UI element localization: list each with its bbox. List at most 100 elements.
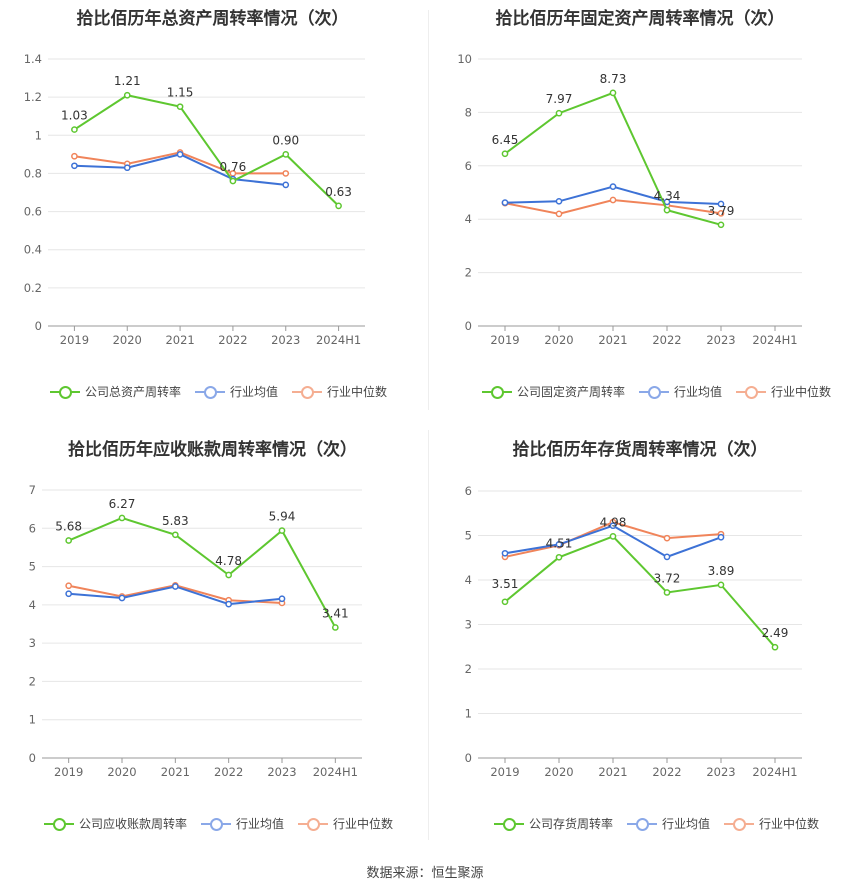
data-point-avg[interactable] <box>171 583 179 590</box>
data-point-avg[interactable] <box>123 164 131 172</box>
legend-swatch-avg <box>627 817 658 831</box>
data-point-company[interactable] <box>65 537 73 544</box>
data-point-company[interactable] <box>555 109 563 117</box>
y-tick-label: 8 <box>465 105 472 119</box>
legend-item-company[interactable]: 公司固定资产周转率 <box>482 383 625 400</box>
x-tick-label: 2021 <box>598 333 627 347</box>
x-tick-label: 2019 <box>490 333 519 347</box>
data-point-avg[interactable] <box>71 162 78 170</box>
data-point-company[interactable] <box>663 589 671 596</box>
legend-item-avg[interactable]: 行业均值 <box>639 383 722 400</box>
data-point-company[interactable] <box>225 571 233 579</box>
data-label: 1.15 <box>167 86 194 100</box>
data-point-median[interactable] <box>609 196 617 204</box>
data-point-avg[interactable] <box>555 541 563 548</box>
legend-item-median[interactable]: 行业中位数 <box>736 383 831 400</box>
data-point-avg[interactable] <box>65 590 73 598</box>
data-point-company[interactable] <box>229 177 237 185</box>
legend-swatch-median <box>298 817 329 831</box>
data-point-median[interactable] <box>65 582 73 590</box>
data-point-avg[interactable] <box>118 594 126 602</box>
chart-panel-receivables-turnover: 拾比佰历年应收账款周转率情况（次） 0 1 2 3 4 5 6 7 2019 2020 2021 20… <box>0 430 425 850</box>
data-point-company[interactable] <box>171 531 179 539</box>
data-point-median[interactable] <box>663 534 671 542</box>
data-point-avg[interactable] <box>663 553 671 561</box>
y-tick-label: 1.4 <box>24 52 42 66</box>
data-label: 6.27 <box>109 497 136 511</box>
legend-label: 行业均值 <box>236 817 285 831</box>
data-point-company[interactable] <box>282 151 290 158</box>
data-label: 0.90 <box>272 133 299 147</box>
data-point-avg[interactable] <box>555 197 563 205</box>
legend-swatch-median <box>736 385 767 399</box>
legend-item-avg[interactable]: 行业均值 <box>201 815 284 832</box>
y-tick-label: 2 <box>465 266 472 280</box>
data-point-avg[interactable] <box>717 200 725 208</box>
data-point-company[interactable] <box>118 514 126 522</box>
y-tick-label: 4 <box>29 598 36 612</box>
legend-item-company[interactable]: 公司总资产周转率 <box>50 383 181 400</box>
x-tick-label: 2023 <box>706 765 735 779</box>
legend-item-avg[interactable]: 行业均值 <box>627 815 710 832</box>
data-point-avg[interactable] <box>501 549 509 557</box>
x-tick-label: 2022 <box>214 765 243 779</box>
legend-swatch-company <box>482 385 512 399</box>
data-point-avg[interactable] <box>501 199 509 206</box>
data-point-avg[interactable] <box>225 600 233 608</box>
data-point-median[interactable] <box>282 170 290 177</box>
y-tick-label: 0.6 <box>24 205 42 219</box>
data-point-avg[interactable] <box>609 183 617 190</box>
series-line-company <box>73 94 340 207</box>
data-point-company[interactable] <box>123 91 131 99</box>
data-point-company[interactable] <box>176 103 184 111</box>
data-point-median[interactable] <box>71 152 78 160</box>
data-point-company[interactable] <box>501 598 509 606</box>
data-point-avg[interactable] <box>282 181 290 189</box>
x-tick-label: 2020 <box>107 765 136 779</box>
data-point-median[interactable] <box>555 210 563 218</box>
data-point-avg[interactable] <box>717 533 725 541</box>
data-point-avg[interactable] <box>663 198 671 206</box>
data-label: 3.51 <box>492 577 519 591</box>
data-point-company[interactable] <box>501 150 509 158</box>
y-tick-label: 4 <box>465 212 472 226</box>
data-point-company[interactable] <box>717 581 725 589</box>
series-line-company <box>68 516 337 628</box>
data-label: 4.78 <box>215 554 242 568</box>
data-point-avg[interactable] <box>176 151 184 158</box>
data-label: 3.41 <box>322 606 349 620</box>
x-tick-label: 2021 <box>598 765 627 779</box>
data-point-median[interactable] <box>717 209 725 217</box>
data-point-avg[interactable] <box>278 595 286 603</box>
legend-item-median[interactable]: 行业中位数 <box>292 383 387 400</box>
legend-swatch-median <box>724 817 755 831</box>
legend-item-company[interactable]: 公司存货周转率 <box>494 815 613 832</box>
x-tick-label: 2022 <box>218 333 247 347</box>
legend-item-median[interactable]: 行业中位数 <box>298 815 393 832</box>
chart-panel-fixed-asset-turnover: 拾比佰历年固定资产周转率情况（次） 0 2 4 6 8 10 2019 2020 2021 202… <box>430 0 850 415</box>
line-chart: 0 2 4 6 8 10 2019 2020 2021 2022 2023 2024H1 6.45 7.9… <box>457 52 802 347</box>
data-point-company[interactable] <box>555 553 563 561</box>
data-point-company[interactable] <box>663 206 671 214</box>
data-point-company[interactable] <box>609 89 617 97</box>
y-tick-label: 0.4 <box>24 243 42 257</box>
data-point-company[interactable] <box>771 643 779 651</box>
x-tick-label: 2022 <box>652 333 681 347</box>
data-point-company[interactable] <box>278 527 286 534</box>
legend-item-avg[interactable]: 行业均值 <box>195 383 278 400</box>
legend-item-median[interactable]: 行业中位数 <box>724 815 819 832</box>
data-point-company[interactable] <box>717 221 725 229</box>
y-tick-label: 1 <box>35 128 42 142</box>
data-point-company[interactable] <box>71 126 78 133</box>
data-point-company[interactable] <box>335 202 342 210</box>
data-point-avg[interactable] <box>609 522 617 530</box>
chart-title: 拾比佰历年总资产周转率情况（次） <box>76 9 349 29</box>
data-point-company[interactable] <box>331 624 339 631</box>
data-label: 3.89 <box>708 564 735 578</box>
data-label: 2.49 <box>762 626 789 640</box>
legend-label: 公司应收账款周转率 <box>79 817 188 831</box>
legend-item-company[interactable]: 公司应收账款周转率 <box>44 815 187 832</box>
data-point-company[interactable] <box>609 533 617 540</box>
x-tick-label: 2021 <box>161 765 190 779</box>
data-label: 4.34 <box>654 189 681 203</box>
